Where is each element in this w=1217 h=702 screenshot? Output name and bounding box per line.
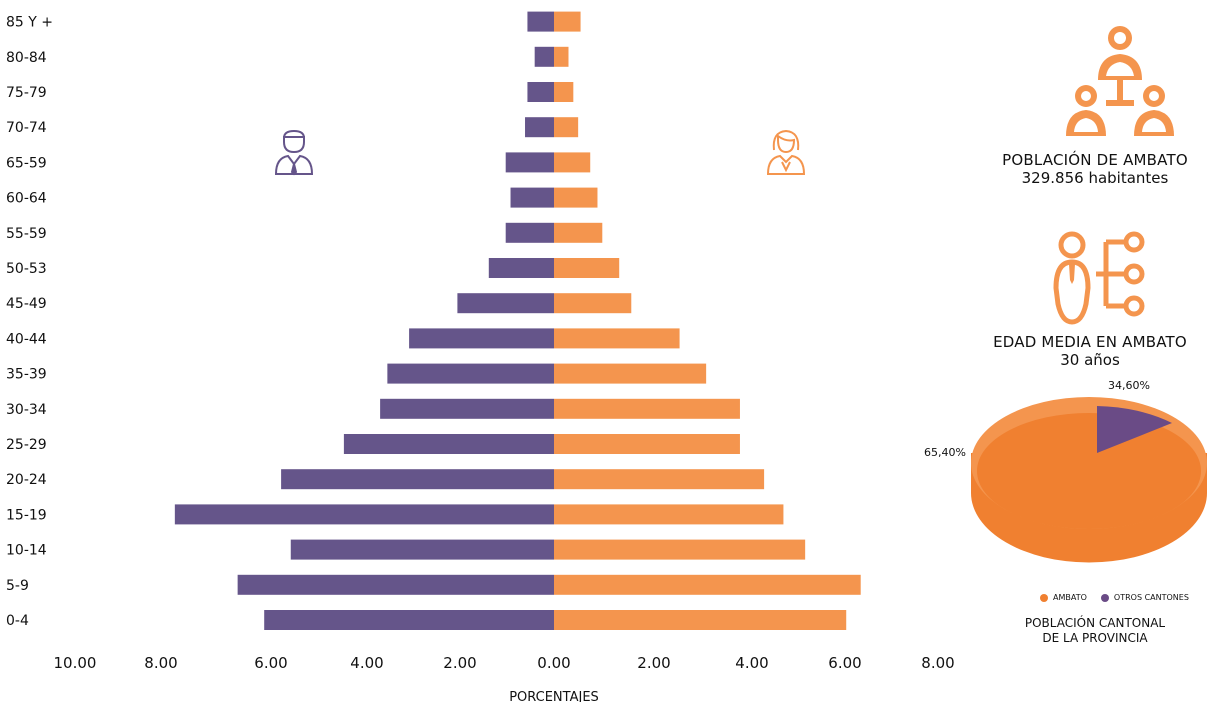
pie-label-ambato: 65,40% (924, 446, 966, 459)
age-label-75-79: 75-79 (6, 85, 47, 101)
x-axis-title: PORCENTAJES (509, 690, 599, 702)
female-bar-70-74 (554, 117, 579, 138)
x-tick-label: 2.00 (637, 654, 670, 672)
pie-top-inner (977, 413, 1201, 529)
x-tick-label: 10.00 (54, 654, 97, 672)
female-bar-50-53 (554, 258, 620, 278)
female-bar-35-39 (554, 363, 707, 384)
age-label-80-84: 80-84 (6, 50, 47, 66)
male-bar-15-19 (174, 504, 554, 525)
x-tick-label: 4.00 (350, 654, 383, 672)
female-bar-40-44 (554, 328, 680, 349)
person-age-icon (1053, 231, 1145, 325)
legend-swatch-ambato (1040, 593, 1048, 602)
age-label-40-44: 40-44 (6, 331, 47, 347)
female-bar-45-49 (554, 293, 632, 314)
x-tick-label: 8.00 (921, 654, 954, 672)
x-tick-label: 0.00 (537, 654, 570, 672)
legend-swatch-otros (1100, 593, 1109, 602)
age-label-45-49: 45-49 (6, 296, 47, 312)
male-bar-30-34 (380, 398, 554, 419)
male-bar-5-9 (237, 574, 554, 595)
female-bar-15-19 (554, 504, 784, 525)
male-bars (174, 11, 554, 630)
legend-item-ambato: AMBATO (1040, 593, 1087, 602)
male-bar-65-59 (505, 152, 554, 173)
male-bar-75-79 (527, 82, 554, 102)
x-tick-label: 6.00 (828, 654, 861, 672)
x-tick-label: 8.00 (144, 654, 177, 672)
population-pie-chart (971, 397, 1207, 563)
male-bar-25-29 (343, 434, 554, 454)
age-label-25-29: 25-29 (6, 437, 47, 453)
male-bar-10-14 (290, 539, 554, 560)
people-group-icon (1066, 26, 1174, 136)
legend-label-otros: OTROS CANTONES (1113, 593, 1189, 602)
female-bar-20-24 (554, 469, 765, 490)
age-label-70-74: 70-74 (6, 120, 47, 136)
age-label-60-64: 60-64 (6, 191, 47, 207)
age-label-0-4: 0-4 (6, 613, 29, 629)
age-label-55-59: 55-59 (6, 226, 47, 242)
pie-slice-otros (1097, 406, 1172, 453)
male-bar-80-84 (534, 46, 554, 67)
male-bar-20-24 (281, 469, 554, 490)
age-label-65-59: 65-59 (6, 155, 47, 171)
female-bar-55-59 (554, 222, 603, 243)
female-bars (554, 11, 861, 630)
population-title: POBLACIÓN DE AMBATO (1002, 151, 1188, 169)
female-bar-30-34 (554, 398, 740, 419)
pie-caption-line2: DE LA PROVINCIA (1042, 631, 1148, 645)
pie-legend: AMBATO OTROS CANTONES (1040, 593, 1189, 602)
male-bar-35-39 (387, 363, 554, 384)
female-bar-10-14 (554, 539, 806, 560)
female-bar-75-79 (554, 82, 574, 102)
male-bar-60-64 (510, 187, 554, 208)
population-value: 329.856 habitantes (1021, 169, 1169, 187)
male-bar-70-74 (525, 117, 554, 138)
male-bar-50-53 (488, 258, 554, 278)
woman-icon (766, 129, 806, 175)
female-bar-80-84 (554, 46, 569, 67)
man-icon (274, 129, 314, 176)
pie-caption-line1: POBLACIÓN CANTONAL (1024, 616, 1166, 630)
female-bar-85-y- (554, 11, 581, 32)
legend-item-otros: OTROS CANTONES (1100, 593, 1189, 602)
age-label-5-9: 5-9 (6, 578, 29, 594)
male-bar-40-44 (409, 328, 554, 349)
age-value: 30 años (1060, 351, 1120, 369)
x-tick-label: 4.00 (735, 654, 768, 672)
age-label-20-24: 20-24 (6, 472, 47, 488)
male-bar-45-49 (457, 293, 554, 314)
age-info: EDAD MEDIA EN AMBATO 30 años (975, 333, 1205, 369)
population-pyramid-chart: 0-4 5-9 10-14 15-19 20-24 25-29 30-34 35-39 40-4… (6, 11, 955, 702)
population-info: POBLACIÓN DE AMBATO 329.856 habitantes (990, 151, 1200, 187)
pie-label-otros: 34,60% (1108, 379, 1150, 392)
x-tick-label: 2.00 (443, 654, 476, 672)
age-label-35-39: 35-39 (6, 367, 47, 383)
x-tick-label: 6.00 (254, 654, 287, 672)
female-bar-65-59 (554, 152, 591, 173)
age-label-30-34: 30-34 (6, 402, 47, 418)
pie-caption: POBLACIÓN CANTONAL DE LA PROVINCIA (1000, 616, 1190, 646)
age-label-50-53: 50-53 (6, 261, 47, 277)
female-bar-5-9 (554, 574, 861, 595)
female-bar-0-4 (554, 610, 847, 630)
female-bar-60-64 (554, 187, 598, 208)
age-label-85-y-: 85 Y + (6, 15, 53, 31)
x-axis-ticks: 10.00 8.00 6.00 4.00 2.00 0.00 2.00 4.00 6.00 8.0… (54, 654, 955, 672)
male-bar-0-4 (264, 610, 554, 630)
age-group-labels: 0-4 5-9 10-14 15-19 20-24 25-29 30-34 35-39 40-4… (6, 15, 53, 629)
age-title: EDAD MEDIA EN AMBATO (993, 333, 1187, 351)
age-label-10-14: 10-14 (6, 543, 47, 559)
legend-label-ambato: AMBATO (1053, 593, 1087, 602)
female-bar-25-29 (554, 434, 740, 454)
male-bar-55-59 (505, 222, 554, 243)
age-label-15-19: 15-19 (6, 507, 47, 523)
male-bar-85-y- (527, 11, 554, 32)
